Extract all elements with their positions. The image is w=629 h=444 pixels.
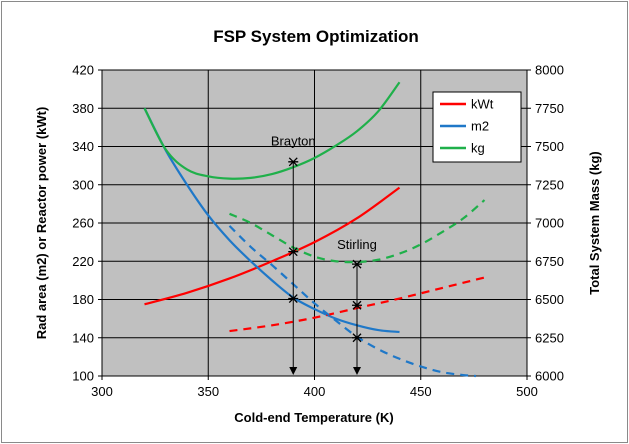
series-line-kWt-solid — [144, 186, 401, 306]
y-tick-label: 300 — [72, 177, 94, 192]
legend-label-m2: m2 — [471, 119, 489, 134]
annotation-marker — [352, 259, 362, 269]
legend-label-kg: kg — [471, 141, 485, 156]
annotation-label-brayton: Brayton — [271, 134, 316, 149]
annotation-label-stirling: Stirling — [337, 237, 377, 252]
y-tick-label: 260 — [72, 216, 94, 231]
legend: kWt m2 kg — [432, 91, 522, 163]
y-tick-label: 180 — [72, 292, 94, 307]
y2-tick-label: 7500 — [535, 139, 564, 154]
series-line-kg-solid — [143, 81, 401, 180]
x-tick-label: 400 — [304, 384, 326, 399]
annotation-marker — [288, 294, 299, 304]
y-tick-label: 340 — [72, 139, 94, 154]
annotation-marker — [352, 333, 362, 343]
series-line-kg-dashed — [229, 199, 486, 264]
chart-title: FSP System Optimization — [213, 27, 419, 46]
x-tick-label: 300 — [91, 384, 113, 399]
y-tick-label: 420 — [72, 63, 94, 78]
x-tick-label: 450 — [410, 384, 432, 399]
annotation-arrowhead — [289, 367, 298, 375]
x-tick-label: 350 — [197, 384, 219, 399]
legend-label-kWt: kWt — [471, 97, 494, 112]
y2-tick-label: 7250 — [535, 177, 564, 192]
annotation-marker — [288, 157, 299, 167]
annotation-marker — [352, 300, 362, 310]
y-tick-label: 380 — [72, 101, 94, 116]
y2-tick-label: 6500 — [535, 292, 564, 307]
y2-tick-label: 7750 — [535, 101, 564, 116]
annotation-arrowhead — [353, 367, 361, 375]
x-tick-label: 500 — [516, 384, 538, 399]
y2-tick-label: 6750 — [535, 254, 564, 269]
y2-axis-label: Total System Mass (kg) — [587, 151, 602, 295]
y2-tick-label: 6000 — [535, 369, 564, 384]
x-axis-label: Cold-end Temperature (K) — [234, 410, 393, 425]
y2-tick-label: 6250 — [535, 330, 564, 345]
y2-tick-label: 8000 — [535, 63, 564, 78]
y-tick-label: 100 — [72, 369, 94, 384]
y2-tick-label: 7000 — [535, 216, 564, 231]
y-tick-label: 140 — [72, 330, 94, 345]
y-axis-label: Rad area (m2) or Reactor power (kWt) — [34, 107, 49, 340]
y-tick-label: 220 — [72, 254, 94, 269]
annotation-marker — [288, 247, 299, 257]
